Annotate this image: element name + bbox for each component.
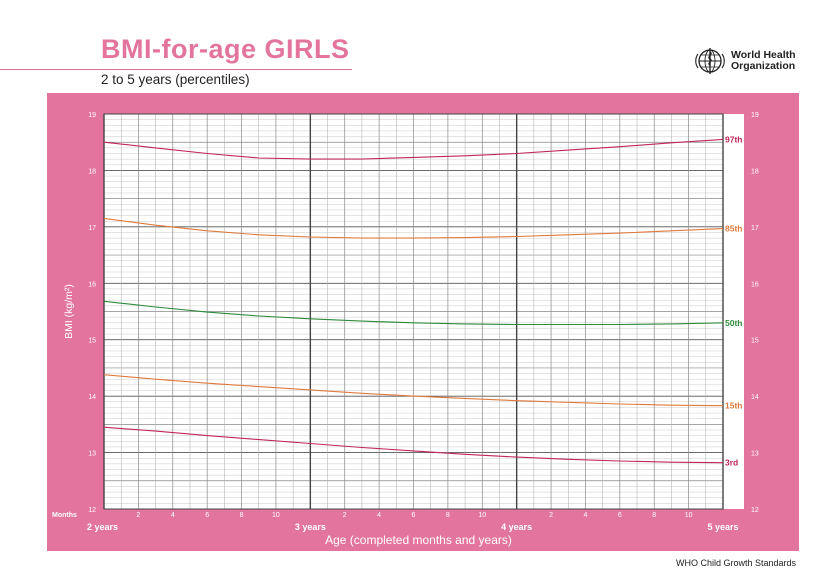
who-name-line1: World Health bbox=[731, 49, 796, 61]
x-minor-tick-label: 8 bbox=[652, 512, 656, 519]
x-major-tick-label: 3 years bbox=[295, 522, 326, 532]
x-minor-tick-label: 6 bbox=[205, 512, 209, 519]
grid-lines bbox=[103, 113, 724, 510]
chart-title: BMI-for-age GIRLS bbox=[101, 34, 350, 64]
x-minor-tick-label: 4 bbox=[171, 512, 175, 519]
series-label: 85th bbox=[725, 224, 742, 234]
y-tick-label-left: 13 bbox=[88, 451, 96, 458]
who-name-line2: Organization bbox=[731, 60, 796, 72]
x-axis-label: Age (completed months and years) bbox=[325, 533, 512, 547]
x-minor-tick-label: 8 bbox=[446, 512, 450, 519]
series-line bbox=[103, 426, 724, 464]
x-minor-tick-label: 6 bbox=[618, 512, 622, 519]
y-tick-label-left: 16 bbox=[88, 281, 96, 288]
y-tick-label-left: 15 bbox=[88, 338, 96, 345]
y-tick-label-right: 16 bbox=[751, 281, 759, 288]
x-minor-tick-label: 4 bbox=[377, 512, 381, 519]
y-tick-label-right: 17 bbox=[751, 225, 759, 232]
series-label: 50th bbox=[725, 318, 742, 328]
x-minor-tick-label: 10 bbox=[478, 512, 486, 519]
x-minor-tick-label: 4 bbox=[583, 512, 587, 519]
x-minor-tick-label: 8 bbox=[240, 512, 244, 519]
y-tick-label-right: 19 bbox=[751, 112, 759, 119]
series-line bbox=[103, 217, 724, 239]
x-minor-tick-label: 10 bbox=[272, 512, 280, 519]
series-label: 3rd bbox=[725, 458, 738, 468]
series-line bbox=[103, 374, 724, 407]
y-tick-label-right: 15 bbox=[751, 338, 759, 345]
y-tick-label-right: 12 bbox=[751, 507, 759, 514]
y-tick-label-left: 14 bbox=[88, 394, 96, 401]
y-tick-label-left: 12 bbox=[88, 507, 96, 514]
who-emblem-icon bbox=[695, 48, 725, 74]
x-unit-label: Months bbox=[52, 512, 77, 519]
x-minor-tick-label: 2 bbox=[136, 512, 140, 519]
x-major-tick-label: 5 years bbox=[707, 522, 738, 532]
y-tick-label-right: 14 bbox=[751, 394, 759, 401]
y-tick-label-left: 19 bbox=[88, 112, 96, 119]
y-tick-label-left: 17 bbox=[88, 225, 96, 232]
x-minor-tick-label: 2 bbox=[343, 512, 347, 519]
y-axis-label: BMI (kg/m²) bbox=[63, 284, 75, 339]
plot-border bbox=[103, 113, 724, 510]
x-minor-tick-label: 2 bbox=[549, 512, 553, 519]
chart-subtitle: 2 to 5 years (percentiles) bbox=[101, 72, 250, 87]
y-tick-label-right: 18 bbox=[751, 168, 759, 175]
x-minor-tick-label: 6 bbox=[412, 512, 416, 519]
series-label: 97th bbox=[725, 134, 742, 144]
series-line bbox=[103, 138, 724, 160]
series-line bbox=[103, 300, 724, 326]
y-tick-label-right: 13 bbox=[751, 451, 759, 458]
x-major-tick-label: 2 years bbox=[87, 522, 118, 532]
footer-source: WHO Child Growth Standards bbox=[675, 558, 796, 568]
x-major-tick-label: 4 years bbox=[501, 522, 532, 532]
series-label: 15th bbox=[725, 401, 742, 411]
who-logo: World Health Organization bbox=[693, 46, 796, 76]
y-tick-label-left: 18 bbox=[88, 168, 96, 175]
series-group: 97th 85th 50th 15th 3rd bbox=[103, 134, 742, 468]
x-minor-tick-label: 10 bbox=[685, 512, 693, 519]
title-divider bbox=[0, 69, 352, 70]
